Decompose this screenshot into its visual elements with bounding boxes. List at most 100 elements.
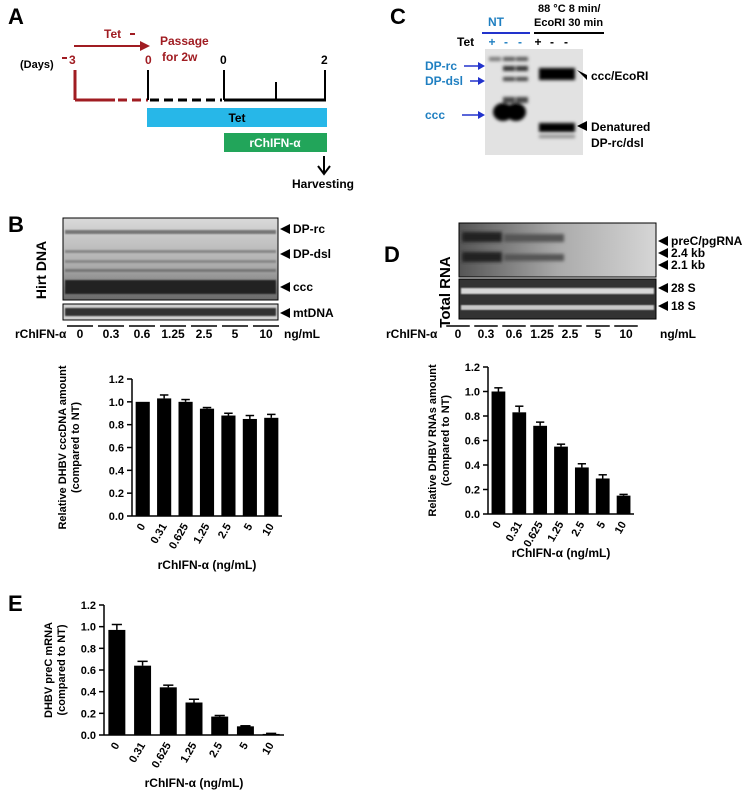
panel-b-blot: B Hirt DNA DP-rc DP-dsl ccc mtDNA <box>8 212 334 321</box>
x-tick-label: 5 <box>242 522 255 533</box>
y-axis-title: DHBV preC mRNA <box>43 622 55 718</box>
y-tick-label: 1.2 <box>465 362 480 374</box>
x-tick-label: 0 <box>135 522 148 533</box>
panel-a-letter: A <box>8 4 24 29</box>
panel-b-letter: B <box>8 212 24 237</box>
pgrna-label: preC/pgRNA <box>671 234 743 248</box>
bar <box>264 417 279 516</box>
bar <box>134 665 152 735</box>
bar <box>512 412 527 514</box>
tet-red-arrow-head <box>140 41 150 51</box>
northern-blot-image <box>458 222 657 278</box>
y-tick-label: 0.8 <box>81 643 96 655</box>
x-axis-title: rChIFN-α (ng/mL) <box>145 776 244 790</box>
y-tick-label: 0.2 <box>465 485 480 497</box>
panel-d-letter: D <box>384 242 400 267</box>
mtdna-label: mtDNA <box>293 306 334 320</box>
s18-marker <box>658 301 668 311</box>
chart-b-cccdna: 0.0 0.2 0.4 0.6 0.8 1.0 1.2 0 0.310.625 1.25 2.5 5 1… <box>57 365 282 572</box>
x-tick-label: 5 <box>595 520 608 531</box>
dose-value: 10 <box>619 327 633 341</box>
x-tick-label: 10 <box>613 520 630 537</box>
day-zero-black: 0 <box>220 53 227 67</box>
bar <box>242 418 257 516</box>
x-tick-label: 10 <box>260 522 277 539</box>
dose-value: 0.3 <box>478 327 495 341</box>
denatured-label: Denatured <box>591 120 650 134</box>
rrna-image <box>458 278 657 320</box>
x-tick-label: 0 <box>491 520 504 531</box>
kb21-label: 2.1 kb <box>671 258 705 272</box>
dose-value: 0 <box>455 327 462 341</box>
y-tick-label: 0.6 <box>465 436 480 448</box>
tet-sign: + <box>534 35 541 49</box>
hirt-bands <box>65 230 276 294</box>
panel-e-letter: E <box>8 591 23 616</box>
hirt-dna-label: Hirt DNA <box>33 241 49 299</box>
tet-sign: - <box>550 35 554 49</box>
tet-signs: + - - + - - <box>488 35 568 49</box>
dp-rc-label: DP-rc <box>425 59 457 73</box>
bar <box>616 495 631 514</box>
bar <box>236 726 254 735</box>
x-tick-label: 0.31 <box>149 522 170 547</box>
bar <box>178 401 193 516</box>
y-axis-subtitle: (compared to NT) <box>70 402 82 493</box>
s28-marker <box>658 283 668 293</box>
dp-rc-label: DP-rc <box>293 222 325 236</box>
bar <box>533 425 548 514</box>
y-tick-label: 1.0 <box>465 387 480 399</box>
dp-dsl-arrow-head <box>478 77 485 85</box>
kb24-label: 2.4 kb <box>671 246 705 260</box>
y-axis-title: Relative DHBV RNAs amount <box>427 364 439 517</box>
panel-c-southern-blot: C NT 88 °C 8 min/ EcoRI 30 min Tet + - -… <box>390 3 650 155</box>
y-tick-label: 1.0 <box>109 397 124 409</box>
y-tick-label: 0.0 <box>109 511 124 523</box>
ccc-arrow-head <box>478 111 485 119</box>
x-tick-label: 1.25 <box>191 522 212 547</box>
tet-red-label: Tet <box>104 27 121 41</box>
x-tick-label: 0.625 <box>522 520 546 550</box>
rrna-28s-band <box>461 288 654 294</box>
y-tick-label: 0.8 <box>465 411 480 423</box>
dose-value: 2.5 <box>196 327 213 341</box>
harvesting-label: Harvesting <box>292 177 354 191</box>
dp-dsl-label: DP-dsl <box>293 247 331 261</box>
day-minus-3: 3 <box>69 53 76 67</box>
denatured-marker <box>577 121 587 131</box>
x-tick-label: 0 <box>109 741 122 752</box>
ifn-bar-label: rChIFN-α <box>249 136 301 150</box>
x-tick-label: 2.5 <box>207 741 225 760</box>
dose-value: 5 <box>232 327 239 341</box>
dose-row-label: rChIFN-α <box>15 327 67 341</box>
y-tick-label: 1.0 <box>81 622 96 634</box>
ifn-treatment-bar <box>224 133 327 152</box>
y-tick-label: 0.2 <box>109 488 124 500</box>
x-tick-label: 2.5 <box>569 520 587 539</box>
y-axis-subtitle: (compared to NT) <box>440 395 452 486</box>
mtdna-band <box>65 308 276 316</box>
blot-c-image <box>485 49 583 155</box>
dp-dsl-label: DP-dsl <box>425 74 463 88</box>
y-tick-label: 0.4 <box>465 460 481 472</box>
tet-bar-label: Tet <box>228 111 245 125</box>
tet-row-label: Tet <box>457 35 474 49</box>
dose-unit: ng/mL <box>660 327 696 341</box>
ccc-ecori-label: ccc/EcoRI <box>591 69 648 83</box>
bar <box>554 446 568 514</box>
passage-label: Passage <box>160 34 209 48</box>
y-tick-label: 1.2 <box>81 600 96 612</box>
x-tick-label: 10 <box>260 741 277 758</box>
y-tick-label: 0.6 <box>109 443 124 455</box>
harvest-arrow-head <box>317 165 331 176</box>
panel-d-blot: D Total RNA preC/pgRNA 2.4 kb 2.1 kb 28 … <box>384 222 743 328</box>
y-axis-title: Relative DHBV cccDNA amount <box>57 365 69 529</box>
blot-c-bands <box>489 57 575 138</box>
dose-value: 5 <box>595 327 602 341</box>
x-axis-title: rChIFN-α (ng/mL) <box>512 546 611 560</box>
dp-rc-dsl-label: DP-rc/dsl <box>591 136 644 150</box>
day-two: 2 <box>321 53 328 67</box>
northern-bands <box>462 232 564 262</box>
bar <box>157 398 172 516</box>
dose-value: 2.5 <box>562 327 579 341</box>
